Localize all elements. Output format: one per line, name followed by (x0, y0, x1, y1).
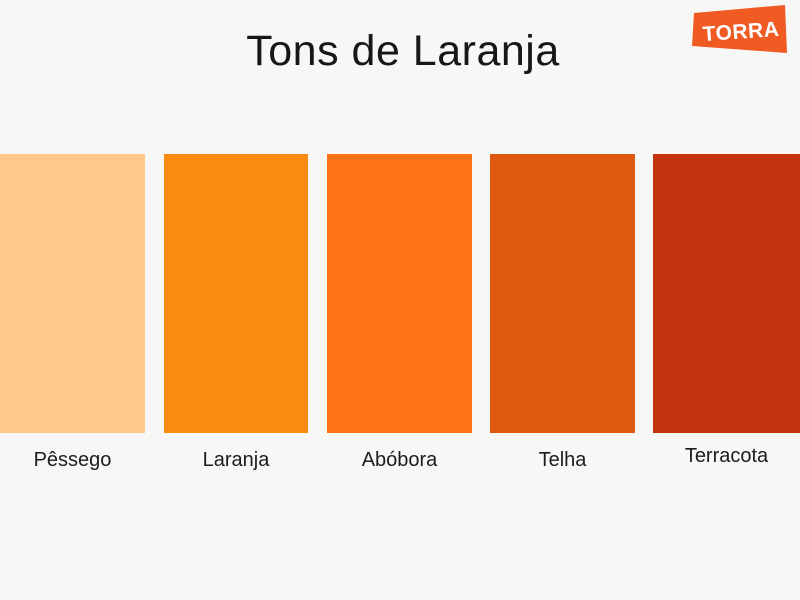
swatch-label-telha: Telha (538, 449, 587, 471)
logo-banner-shape (692, 5, 787, 53)
color-swatch-pessego (0, 154, 145, 433)
swatch-label-pessego: Pêssego (33, 449, 112, 471)
torra-logo-banner-icon: TORRA (692, 5, 787, 53)
page-title: Tons de Laranja (246, 27, 560, 75)
color-swatch-abobora (327, 154, 472, 433)
color-swatch-telha (490, 154, 635, 433)
torra-logo: TORRA (692, 4, 788, 56)
swatch-label-abobora: Abóbora (361, 449, 438, 471)
logo-text: TORRA (702, 18, 780, 46)
color-swatch-laranja (164, 154, 308, 433)
color-swatch-terracota (653, 154, 800, 433)
swatch-label-laranja: Laranja (202, 449, 270, 471)
swatch-label-terracota: Terracota (684, 445, 769, 467)
